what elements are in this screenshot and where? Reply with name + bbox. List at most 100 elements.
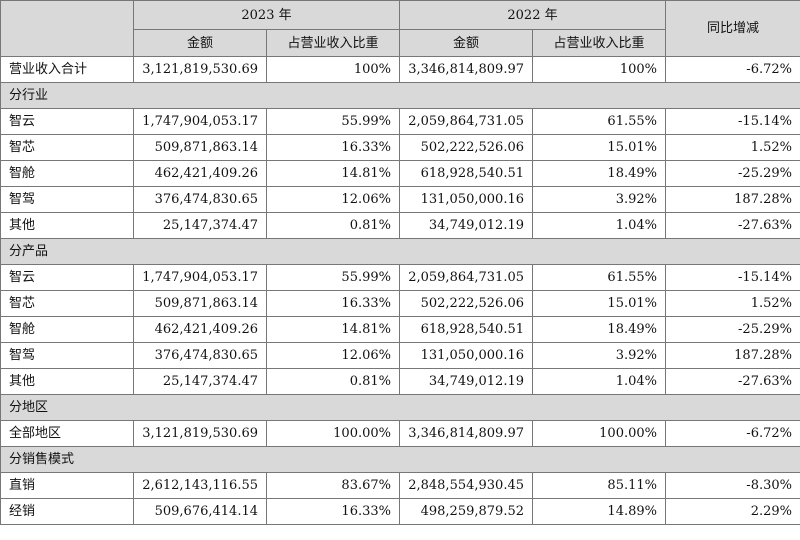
- ratio-2023: 55.99%: [266, 108, 400, 135]
- header-ratio-2022: 占营业收入比重: [532, 29, 666, 57]
- yoy-change: -15.14%: [665, 264, 800, 291]
- section-header-row: 分地区: [0, 394, 800, 421]
- header-yoy: 同比增减: [665, 0, 800, 57]
- amount-2023: 376,474,830.65: [133, 342, 267, 369]
- section-title: 分销售模式: [0, 446, 800, 473]
- ratio-2023: 16.33%: [266, 498, 400, 525]
- amount-2022: 131,050,000.16: [399, 342, 533, 369]
- amount-2022: 3,346,814,809.97: [399, 420, 533, 447]
- amount-2023: 25,147,374.47: [133, 368, 267, 395]
- ratio-2023: 16.33%: [266, 134, 400, 161]
- section-title: 分地区: [0, 394, 800, 421]
- ratio-2023: 55.99%: [266, 264, 400, 291]
- yoy-change: -27.63%: [665, 368, 800, 395]
- amount-2023: 1,747,904,053.17: [133, 264, 267, 291]
- yoy-change: -15.14%: [665, 108, 800, 135]
- table-row: 智云 1,747,904,053.17 55.99% 2,059,864,731.05…: [0, 108, 800, 135]
- ratio-2022: 18.49%: [532, 160, 666, 187]
- header-year-2022: 2022 年: [399, 0, 666, 30]
- ratio-2022: 3.92%: [532, 342, 666, 369]
- amount-2022: 498,259,879.52: [399, 498, 533, 525]
- ratio-2022: 15.01%: [532, 134, 666, 161]
- ratio-2023: 100%: [266, 56, 400, 83]
- row-label: 其他: [0, 368, 134, 395]
- amount-2023: 509,676,414.14: [133, 498, 267, 525]
- amount-2022: 2,059,864,731.05: [399, 264, 533, 291]
- amount-2022: 131,050,000.16: [399, 186, 533, 213]
- total-row: 营业收入合计 3,121,819,530.69 100% 3,346,814,8…: [0, 56, 800, 83]
- table-row: 智舱 462,421,409.26 14.81% 618,928,540.51 18.4…: [0, 160, 800, 187]
- table-row: 全部地区 3,121,819,530.69 100.00% 3,346,814,809…: [0, 420, 800, 447]
- table-row: 智芯 509,871,863.14 16.33% 502,222,526.06 15.0…: [0, 134, 800, 161]
- amount-2023: 509,871,863.14: [133, 134, 267, 161]
- ratio-2023: 83.67%: [266, 472, 400, 499]
- amount-2023: 462,421,409.26: [133, 160, 267, 187]
- table-body: 营业收入合计 3,121,819,530.69 100% 3,346,814,8…: [0, 56, 800, 525]
- section-title: 分行业: [0, 82, 800, 109]
- table-row: 经销 509,676,414.14 16.33% 498,259,879.52 14.8…: [0, 498, 800, 525]
- row-label: 智舱: [0, 316, 134, 343]
- row-label: 直销: [0, 472, 134, 499]
- amount-2023: 509,871,863.14: [133, 290, 267, 317]
- ratio-2023: 0.81%: [266, 368, 400, 395]
- row-label: 营业收入合计: [0, 56, 134, 83]
- amount-2023: 25,147,374.47: [133, 212, 267, 239]
- ratio-2022: 15.01%: [532, 290, 666, 317]
- table-row: 智驾 376,474,830.65 12.06% 131,050,000.16 3.92…: [0, 186, 800, 213]
- table-row: 直销 2,612,143,116.55 83.67% 2,848,554,930.45…: [0, 472, 800, 499]
- table-row: 智云 1,747,904,053.17 55.99% 2,059,864,731.05…: [0, 264, 800, 291]
- amount-2023: 3,121,819,530.69: [133, 420, 267, 447]
- row-label: 其他: [0, 212, 134, 239]
- ratio-2022: 18.49%: [532, 316, 666, 343]
- header-row-years: 2023 年 2022 年 同比增减: [0, 0, 800, 57]
- table-row: 智芯 509,871,863.14 16.33% 502,222,526.06 15.0…: [0, 290, 800, 317]
- ratio-2022: 3.92%: [532, 186, 666, 213]
- row-label: 智驾: [0, 186, 134, 213]
- ratio-2023: 12.06%: [266, 342, 400, 369]
- header-amount-2022: 金额: [399, 29, 533, 57]
- header-ratio-2023: 占营业收入比重: [266, 29, 400, 57]
- header-row-columns: 金额 占营业收入比重 金额 占营业收入比重: [1, 29, 800, 57]
- yoy-change: 2.29%: [665, 498, 800, 525]
- yoy-change: -25.29%: [665, 160, 800, 187]
- yoy-change: 187.28%: [665, 342, 800, 369]
- amount-2023: 2,612,143,116.55: [133, 472, 267, 499]
- section-header-row: 分行业: [0, 82, 800, 109]
- yoy-change: -8.30%: [665, 472, 800, 499]
- ratio-2023: 14.81%: [266, 160, 400, 187]
- yoy-change: 187.28%: [665, 186, 800, 213]
- amount-2022: 618,928,540.51: [399, 316, 533, 343]
- amount-2022: 34,749,012.19: [399, 212, 533, 239]
- ratio-2023: 14.81%: [266, 316, 400, 343]
- ratio-2023: 100.00%: [266, 420, 400, 447]
- ratio-2023: 16.33%: [266, 290, 400, 317]
- ratio-2022: 61.55%: [532, 108, 666, 135]
- row-label: 智芯: [0, 290, 134, 317]
- ratio-2023: 12.06%: [266, 186, 400, 213]
- amount-2023: 376,474,830.65: [133, 186, 267, 213]
- ratio-2022: 14.89%: [532, 498, 666, 525]
- amount-2023: 1,747,904,053.17: [133, 108, 267, 135]
- ratio-2023: 0.81%: [266, 212, 400, 239]
- row-label: 智舱: [0, 160, 134, 187]
- header-blank-cell: [0, 0, 134, 57]
- ratio-2022: 1.04%: [532, 368, 666, 395]
- yoy-change: -6.72%: [665, 56, 800, 83]
- yoy-change: 1.52%: [665, 134, 800, 161]
- amount-2022: 2,848,554,930.45: [399, 472, 533, 499]
- yoy-change: 1.52%: [665, 290, 800, 317]
- amount-2023: 3,121,819,530.69: [133, 56, 267, 83]
- table-row: 智驾 376,474,830.65 12.06% 131,050,000.16 3.92…: [0, 342, 800, 369]
- yoy-change: -25.29%: [665, 316, 800, 343]
- table-row: 其他 25,147,374.47 0.81% 34,749,012.19 1.04% -2…: [0, 212, 800, 239]
- row-label: 智驾: [0, 342, 134, 369]
- header-amount-2023: 金额: [133, 29, 267, 57]
- amount-2022: 502,222,526.06: [399, 290, 533, 317]
- ratio-2022: 85.11%: [532, 472, 666, 499]
- amount-2023: 462,421,409.26: [133, 316, 267, 343]
- row-label: 智云: [0, 108, 134, 135]
- ratio-2022: 100.00%: [532, 420, 666, 447]
- table-row: 其他 25,147,374.47 0.81% 34,749,012.19 1.04% -2…: [0, 368, 800, 395]
- section-header-row: 分产品: [0, 238, 800, 265]
- yoy-change: -6.72%: [665, 420, 800, 447]
